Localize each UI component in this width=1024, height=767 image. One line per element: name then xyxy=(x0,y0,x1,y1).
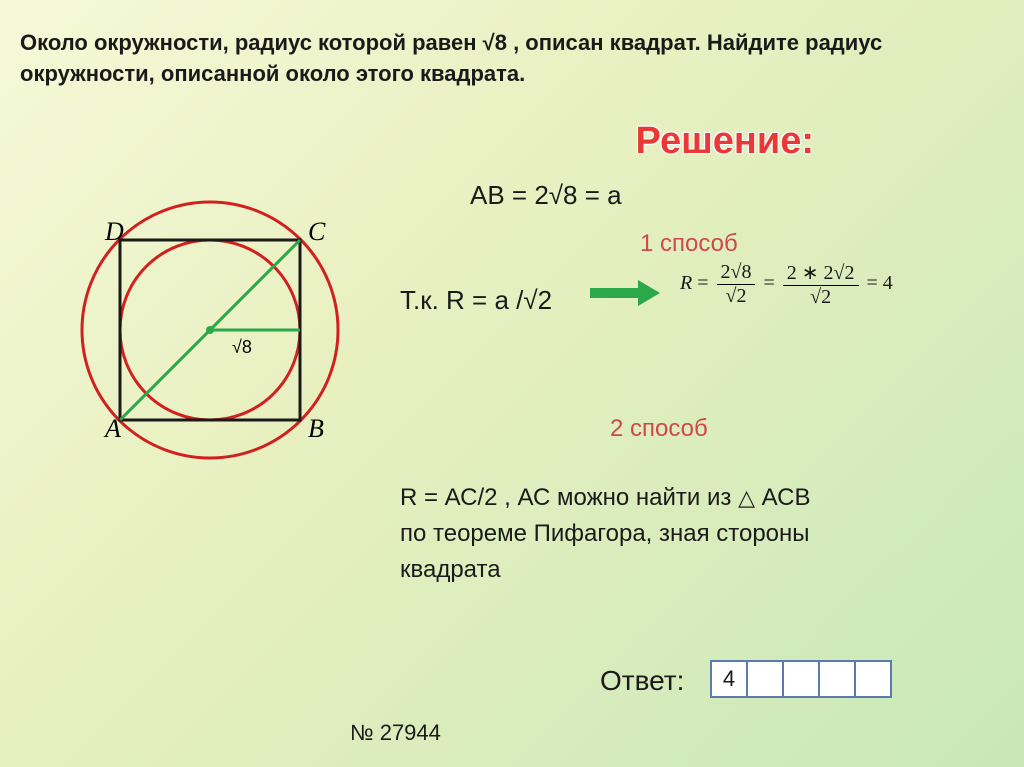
label-c: C xyxy=(308,217,326,246)
answer-box-5 xyxy=(854,660,892,698)
center-point xyxy=(206,326,214,334)
label-b: B xyxy=(308,414,324,443)
method1-label: 1 способ xyxy=(640,230,738,258)
formula-var-r: R xyxy=(680,272,692,294)
formula-eq2: = xyxy=(763,272,774,294)
fraction-2: 2 ∗ 2√2 √2 xyxy=(783,260,859,309)
frac2-num: 2 ∗ 2√2 xyxy=(783,260,859,286)
answer-label: Ответ: xyxy=(600,665,684,697)
frac1-den: √2 xyxy=(717,285,756,308)
method1-formula: R = 2√8 √2 = 2 ∗ 2√2 √2 = 4 xyxy=(680,260,893,309)
answer-box-1: 4 xyxy=(710,660,748,698)
step-ab: АВ = 2√8 = а xyxy=(470,180,622,211)
answer-box-2 xyxy=(746,660,784,698)
geometry-diagram: D C A B √8 xyxy=(70,195,350,485)
answer-boxes: 4 xyxy=(710,660,890,698)
task-number: № 27944 xyxy=(350,720,441,746)
arrow-icon xyxy=(590,280,660,306)
formula-result: 4 xyxy=(883,272,893,294)
triangle-icon: △ xyxy=(738,481,755,514)
method2-line2: по теореме Пифагора, зная стороны xyxy=(400,520,810,547)
method2-line3: квадрата xyxy=(400,556,501,583)
answer-box-4 xyxy=(818,660,856,698)
formula-eq1: = xyxy=(697,272,708,294)
label-a: A xyxy=(103,414,121,443)
frac2-den: √2 xyxy=(783,286,859,309)
label-d: D xyxy=(104,217,124,246)
method2-line1: R = АС/2 , АС можно найти из xyxy=(400,484,731,511)
method2-text: R = АС/2 , АС можно найти из △ АСВ по те… xyxy=(400,480,984,588)
method2-label: 2 способ xyxy=(610,415,708,443)
method1-premise: Т.к. R = а /√2 xyxy=(400,285,552,316)
method2-tri: АСВ xyxy=(762,484,811,511)
fraction-1: 2√8 √2 xyxy=(717,261,756,308)
frac1-num: 2√8 xyxy=(717,261,756,285)
answer-box-3 xyxy=(782,660,820,698)
solution-header: Решение: xyxy=(636,120,814,163)
problem-statement: Около окружности, радиус которой равен √… xyxy=(20,28,994,90)
radius-label: √8 xyxy=(232,337,252,357)
formula-eq3: = xyxy=(867,272,878,294)
